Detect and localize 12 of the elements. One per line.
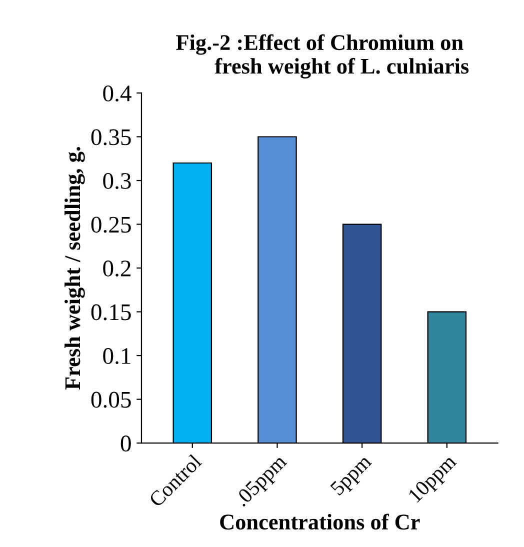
chart-title: Fig.-2 :Effect of Chromium on fresh weight of L. culniaris xyxy=(176,34,469,78)
y-tick-label: 0.4 xyxy=(103,85,132,102)
y-tick-label: 0.15 xyxy=(91,304,131,320)
y-tick-label: 0.1 xyxy=(103,348,130,364)
y-tick-label: 0.05 xyxy=(91,392,131,408)
y-tick-label: 0.3 xyxy=(103,173,131,190)
y-tick-label: 0.35 xyxy=(91,129,131,146)
y-tick-label: 0.25 xyxy=(91,216,131,233)
x-axis-title: Concentrations of Cr xyxy=(220,514,420,530)
y-tick-label: 0.2 xyxy=(103,260,130,277)
y-tick-label: 0 xyxy=(120,436,131,452)
y-axis-title: Fresh weight / seedling, g. xyxy=(64,146,85,390)
